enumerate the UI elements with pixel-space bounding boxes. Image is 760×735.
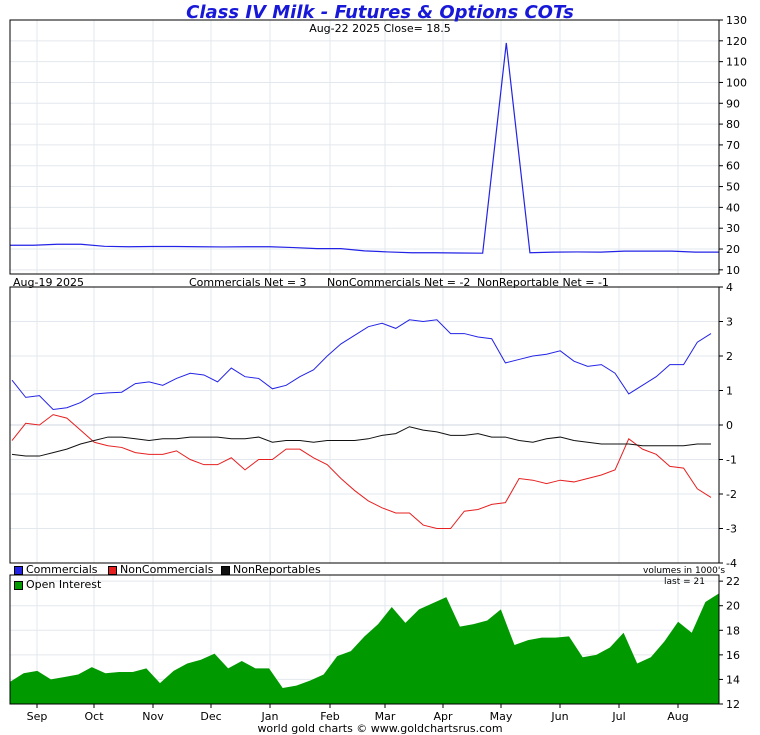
legend-nonreportables: NonReportables	[221, 563, 321, 576]
x-tick-label: Jun	[550, 710, 568, 723]
y-tick-label-price: 130	[726, 14, 747, 27]
y-tick-label-oi: 18	[726, 624, 740, 637]
y-tick-label-price: 100	[726, 76, 747, 89]
oi-last-note: last = 21	[664, 577, 705, 587]
price-subtitle: Aug-22 2025 Close= 18.5	[309, 22, 451, 35]
units-note: volumes in 1000's	[643, 566, 726, 576]
y-tick-label-cot: 2	[726, 350, 733, 363]
x-tick-label: Jan	[261, 710, 279, 723]
y-tick-label-oi: 22	[726, 575, 740, 588]
y-tick-label-cot: 3	[726, 316, 733, 329]
legend-label-commercials: Commercials	[26, 563, 98, 576]
x-tick-label: Mar	[375, 710, 396, 723]
x-tick-label: Feb	[320, 710, 339, 723]
x-tick-label: Nov	[142, 710, 164, 723]
panel-frame-oi	[9, 574, 720, 705]
legend-label-noncommercials: NonCommercials	[120, 563, 214, 576]
legend-swatch-nonreportables	[221, 565, 230, 575]
y-tick-label-price: 20	[726, 243, 740, 256]
legend-swatch-commercials	[14, 565, 23, 575]
y-tick-label-price: 10	[726, 264, 740, 277]
series-commercials-line	[11, 319, 712, 411]
y-tick-label-cot: 4	[726, 281, 733, 294]
x-tick-label: Aug	[667, 710, 688, 723]
y-tick-label-price: 110	[726, 56, 747, 69]
legend-open-interest: Open Interest	[14, 578, 101, 591]
nonreportable-net: NonReportable Net = -1	[477, 276, 609, 289]
legend-label-open-interest: Open Interest	[26, 578, 102, 591]
chart-title: Class IV Milk - Futures & Options COTs	[186, 2, 574, 23]
y-tick-label-cot: 0	[726, 419, 733, 432]
noncommercials-net: NonCommercials Net = -2	[327, 276, 471, 289]
x-tick-label: Jul	[611, 710, 625, 723]
commercials-net: Commercials Net = 3	[189, 276, 307, 289]
y-tick-label-cot: -2	[726, 488, 737, 501]
y-tick-label-oi: 12	[726, 698, 740, 711]
panel-frame-price	[9, 19, 720, 275]
legend-swatch-noncommercials	[108, 565, 117, 575]
y-tick-label-price: 70	[726, 139, 740, 152]
series-price-line	[10, 42, 719, 254]
y-tick-label-price: 60	[726, 160, 740, 173]
x-tick-label: Apr	[433, 710, 453, 723]
series-nonreportables-line	[11, 426, 711, 457]
x-tick-label: May	[490, 710, 513, 723]
y-tick-label-price: 90	[726, 97, 740, 110]
x-tick-label: Oct	[84, 710, 104, 723]
y-tick-label-oi: 20	[726, 600, 740, 613]
y-tick-label-price: 30	[726, 222, 740, 235]
y-tick-label-cot: -1	[726, 454, 737, 467]
series-open-interest-area	[10, 593, 719, 704]
legend-noncommercials: NonCommercials	[108, 563, 213, 576]
cot-date: Aug-19 2025	[13, 276, 84, 289]
legend-commercials: Commercials	[14, 563, 98, 576]
footer-credit: world gold charts © www.goldchartsrus.co…	[257, 722, 503, 735]
x-tick-label: Dec	[200, 710, 221, 723]
x-tick-label: Sep	[27, 710, 48, 723]
legend-swatch-open-interest	[14, 580, 23, 590]
y-tick-label-oi: 16	[726, 649, 740, 662]
y-tick-label-price: 50	[726, 181, 740, 194]
y-tick-label-price: 80	[726, 118, 740, 131]
y-tick-label-cot: -3	[726, 523, 737, 536]
y-tick-label-cot: -4	[726, 557, 737, 570]
y-tick-label-oi: 14	[726, 673, 740, 686]
series-noncommercials-line	[11, 414, 712, 529]
y-tick-label-cot: 1	[726, 385, 733, 398]
y-tick-label-price: 40	[726, 201, 740, 214]
panel-frame-cot	[9, 286, 720, 564]
legend-label-nonreportables: NonReportables	[233, 563, 321, 576]
y-tick-label-price: 120	[726, 35, 747, 48]
